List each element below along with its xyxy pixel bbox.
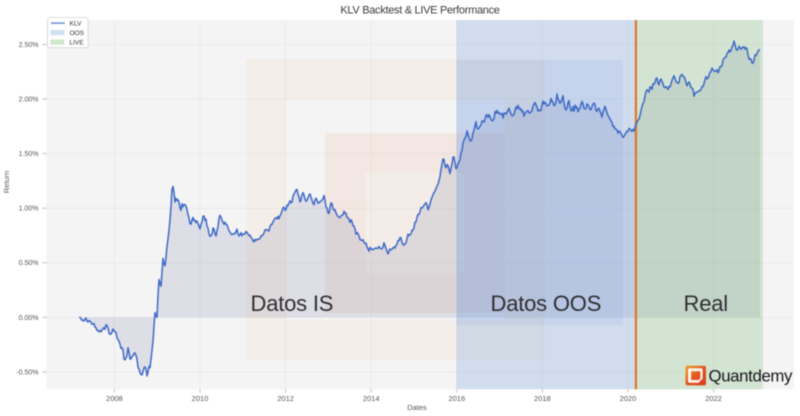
- svg-text:KLV: KLV: [70, 20, 82, 27]
- svg-text:Dates: Dates: [407, 403, 427, 412]
- svg-text:-0.50%: -0.50%: [16, 369, 38, 376]
- svg-text:1.50%: 1.50%: [19, 151, 39, 158]
- svg-text:2014: 2014: [363, 394, 380, 403]
- svg-text:Datos IS: Datos IS: [251, 291, 334, 316]
- svg-text:Real: Real: [684, 291, 728, 316]
- svg-text:2010: 2010: [192, 394, 209, 403]
- svg-text:2.00%: 2.00%: [19, 96, 39, 103]
- svg-text:2008: 2008: [106, 394, 123, 403]
- svg-text:0.00%: 0.00%: [19, 315, 39, 322]
- svg-text:1.00%: 1.00%: [19, 206, 39, 213]
- svg-text:Quantdemy: Quantdemy: [709, 367, 794, 386]
- svg-text:Datos OOS: Datos OOS: [491, 291, 602, 316]
- svg-text:2012: 2012: [277, 394, 294, 403]
- svg-text:2016: 2016: [448, 394, 465, 403]
- svg-text:0.50%: 0.50%: [19, 260, 39, 267]
- svg-text:2.50%: 2.50%: [19, 42, 39, 49]
- svg-text:LIVE: LIVE: [70, 39, 85, 46]
- svg-text:2018: 2018: [534, 394, 551, 403]
- svg-text:2020: 2020: [620, 394, 637, 403]
- svg-text:OOS: OOS: [70, 30, 85, 37]
- svg-text:Return: Return: [2, 171, 11, 194]
- svg-text:2022: 2022: [705, 394, 722, 403]
- svg-text:KLV Backtest & LIVE Performanc: KLV Backtest & LIVE Performance: [340, 5, 499, 17]
